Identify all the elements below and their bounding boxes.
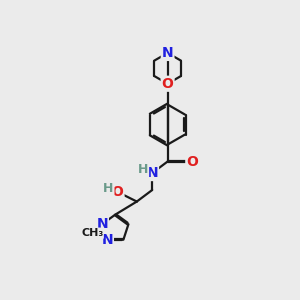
Text: H: H bbox=[103, 182, 113, 195]
Text: CH₃: CH₃ bbox=[81, 228, 103, 238]
Text: O: O bbox=[162, 77, 173, 91]
Text: O: O bbox=[186, 154, 198, 169]
Text: N: N bbox=[146, 166, 158, 180]
Text: N: N bbox=[96, 217, 108, 231]
Text: N: N bbox=[162, 46, 173, 60]
Text: H: H bbox=[138, 164, 148, 176]
Text: N: N bbox=[101, 233, 113, 247]
Text: O: O bbox=[112, 184, 124, 199]
